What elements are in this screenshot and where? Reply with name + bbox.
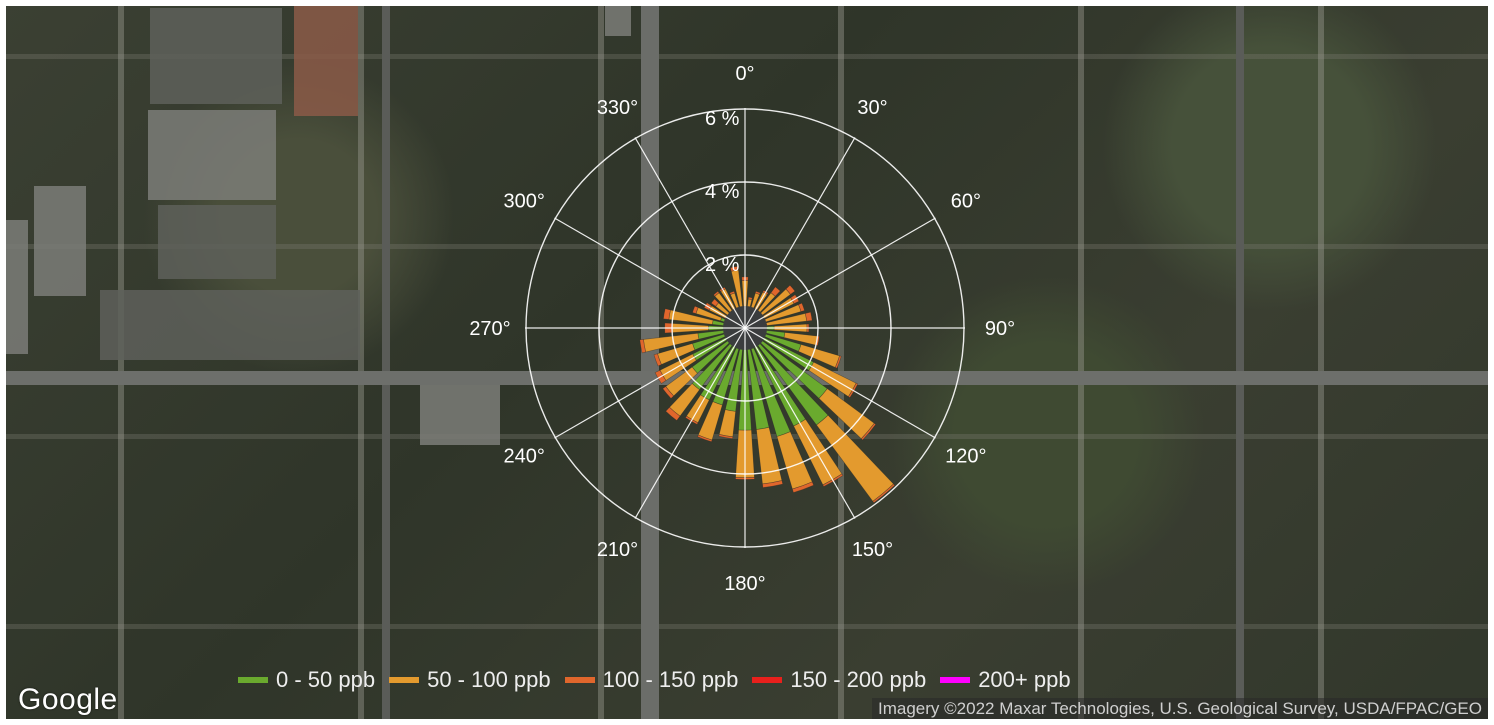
rose-bar-segment [754,290,761,295]
legend-label: 200+ ppb [978,667,1071,692]
direction-label: 0° [735,63,754,85]
map-building [605,6,631,36]
rose-spoke [634,327,746,519]
rose-bar-segment [718,434,734,439]
map-building [34,186,86,296]
rose-grid [525,108,965,548]
direction-label: 330° [597,97,638,119]
legend-item: 50 - 100 ppb [389,667,551,693]
map-building [6,220,28,354]
rose-bar-segment [653,353,662,367]
direction-label: 120° [945,446,986,468]
legend-swatch [940,677,971,683]
map-road [1236,0,1244,725]
rose-bar-segment [662,386,675,399]
direction-label: 210° [597,539,638,561]
map-road [382,0,390,725]
direction-label: 90° [985,318,1015,340]
map-building [158,205,276,279]
legend-item: 200+ ppb [940,667,1071,693]
rose-spoke [554,327,746,439]
direction-label: 30° [857,97,887,119]
legend-item: 150 - 200 ppb [752,667,926,693]
map-building [294,6,358,116]
rose-bar-segment [663,308,671,320]
direction-label: 150° [852,539,893,561]
radial-label: 2 % [705,254,740,276]
rose-spoke [744,327,936,439]
map-road [641,0,659,725]
rose-bar-segment [730,266,739,272]
rose-bar-segment [710,298,719,307]
rose-bar-segment [639,339,647,354]
legend-label: 50 - 100 ppb [427,667,551,692]
radial-label: 4 % [705,181,740,203]
radial-label: 6 % [705,108,740,130]
rose-bar-segment [718,409,736,438]
rose-bars [639,266,896,504]
rose-bar-segment [798,302,805,312]
direction-label: 60° [951,191,981,213]
rose-spoke [744,217,936,329]
rose-bar-segment [770,286,781,297]
map-building [420,385,500,445]
map-building [148,110,276,200]
rose-bar-segment [834,355,842,369]
rose-spoke [744,327,856,519]
rose-bar-segment [692,305,699,314]
legend-label: 0 - 50 ppb [276,667,376,692]
rose-bar-segment [860,422,877,441]
google-logo: Google [18,683,118,716]
legend-label: 150 - 200 ppb [790,667,927,692]
legend-swatch [752,677,783,683]
rose-spoke [634,137,746,329]
legend-item: 100 - 150 ppb [564,667,739,693]
rose-bar-segment [747,296,753,300]
map-attribution: Imagery ©2022 Maxar Technologies, U.S. G… [872,698,1488,720]
map-parking-lot [100,290,360,360]
rose-bar-segment [762,480,784,488]
direction-label: 270° [469,318,510,340]
rose-labels: 0° 30° 60° 90° 120° 150° 180° 210° 240° 270° 300° 3… [469,63,1015,595]
direction-label: 300° [503,191,544,213]
rose-bar-segment [713,290,720,297]
direction-label: 180° [724,573,765,595]
legend-label: 100 - 150 ppb [602,667,739,692]
legend-swatch [389,677,420,683]
rose-spoke [744,137,856,329]
rose-bar-segment [665,406,681,421]
legend-swatch [238,677,268,683]
direction-label: 240° [503,446,544,468]
rose-spoke [554,217,746,329]
rose-bar-segment [804,311,813,322]
legend-item: 0 - 50 ppb [238,667,375,693]
legend-swatch [564,677,595,683]
rose-bar-segment [697,434,713,443]
rose-bar-segment [729,290,736,295]
rose-bar-segment [792,481,815,493]
rose-bar-segment [872,483,896,504]
chart-legend: 0 - 50 ppb 50 - 100 ppb 100 - 150 ppb 150 -… [238,666,1071,694]
rose-bar-segment [785,284,796,295]
map-parking-lot [150,8,282,104]
